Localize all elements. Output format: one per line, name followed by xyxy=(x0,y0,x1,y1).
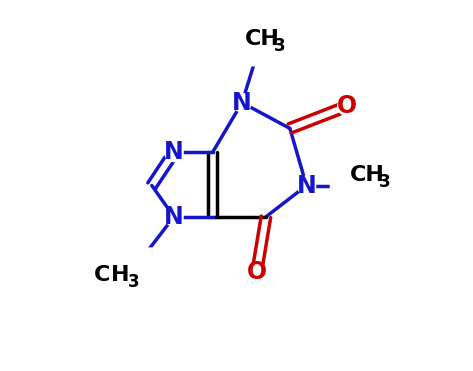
Text: 3: 3 xyxy=(128,273,139,291)
Text: CH: CH xyxy=(245,29,280,49)
Circle shape xyxy=(165,208,183,226)
Circle shape xyxy=(233,93,251,112)
Circle shape xyxy=(297,176,315,195)
FancyBboxPatch shape xyxy=(111,248,166,281)
Text: O: O xyxy=(247,260,267,284)
Text: N: N xyxy=(164,140,184,164)
Circle shape xyxy=(338,97,356,115)
FancyBboxPatch shape xyxy=(331,169,385,202)
Text: C: C xyxy=(94,265,110,285)
Text: CH: CH xyxy=(350,165,385,185)
FancyBboxPatch shape xyxy=(233,33,288,66)
Text: N: N xyxy=(297,174,316,197)
Text: 3: 3 xyxy=(274,37,285,55)
Text: H: H xyxy=(111,265,130,285)
Text: N: N xyxy=(232,91,252,115)
Text: 3: 3 xyxy=(379,173,391,191)
Circle shape xyxy=(165,143,183,161)
Circle shape xyxy=(247,263,266,281)
Text: N: N xyxy=(164,205,184,229)
Text: O: O xyxy=(337,94,357,118)
